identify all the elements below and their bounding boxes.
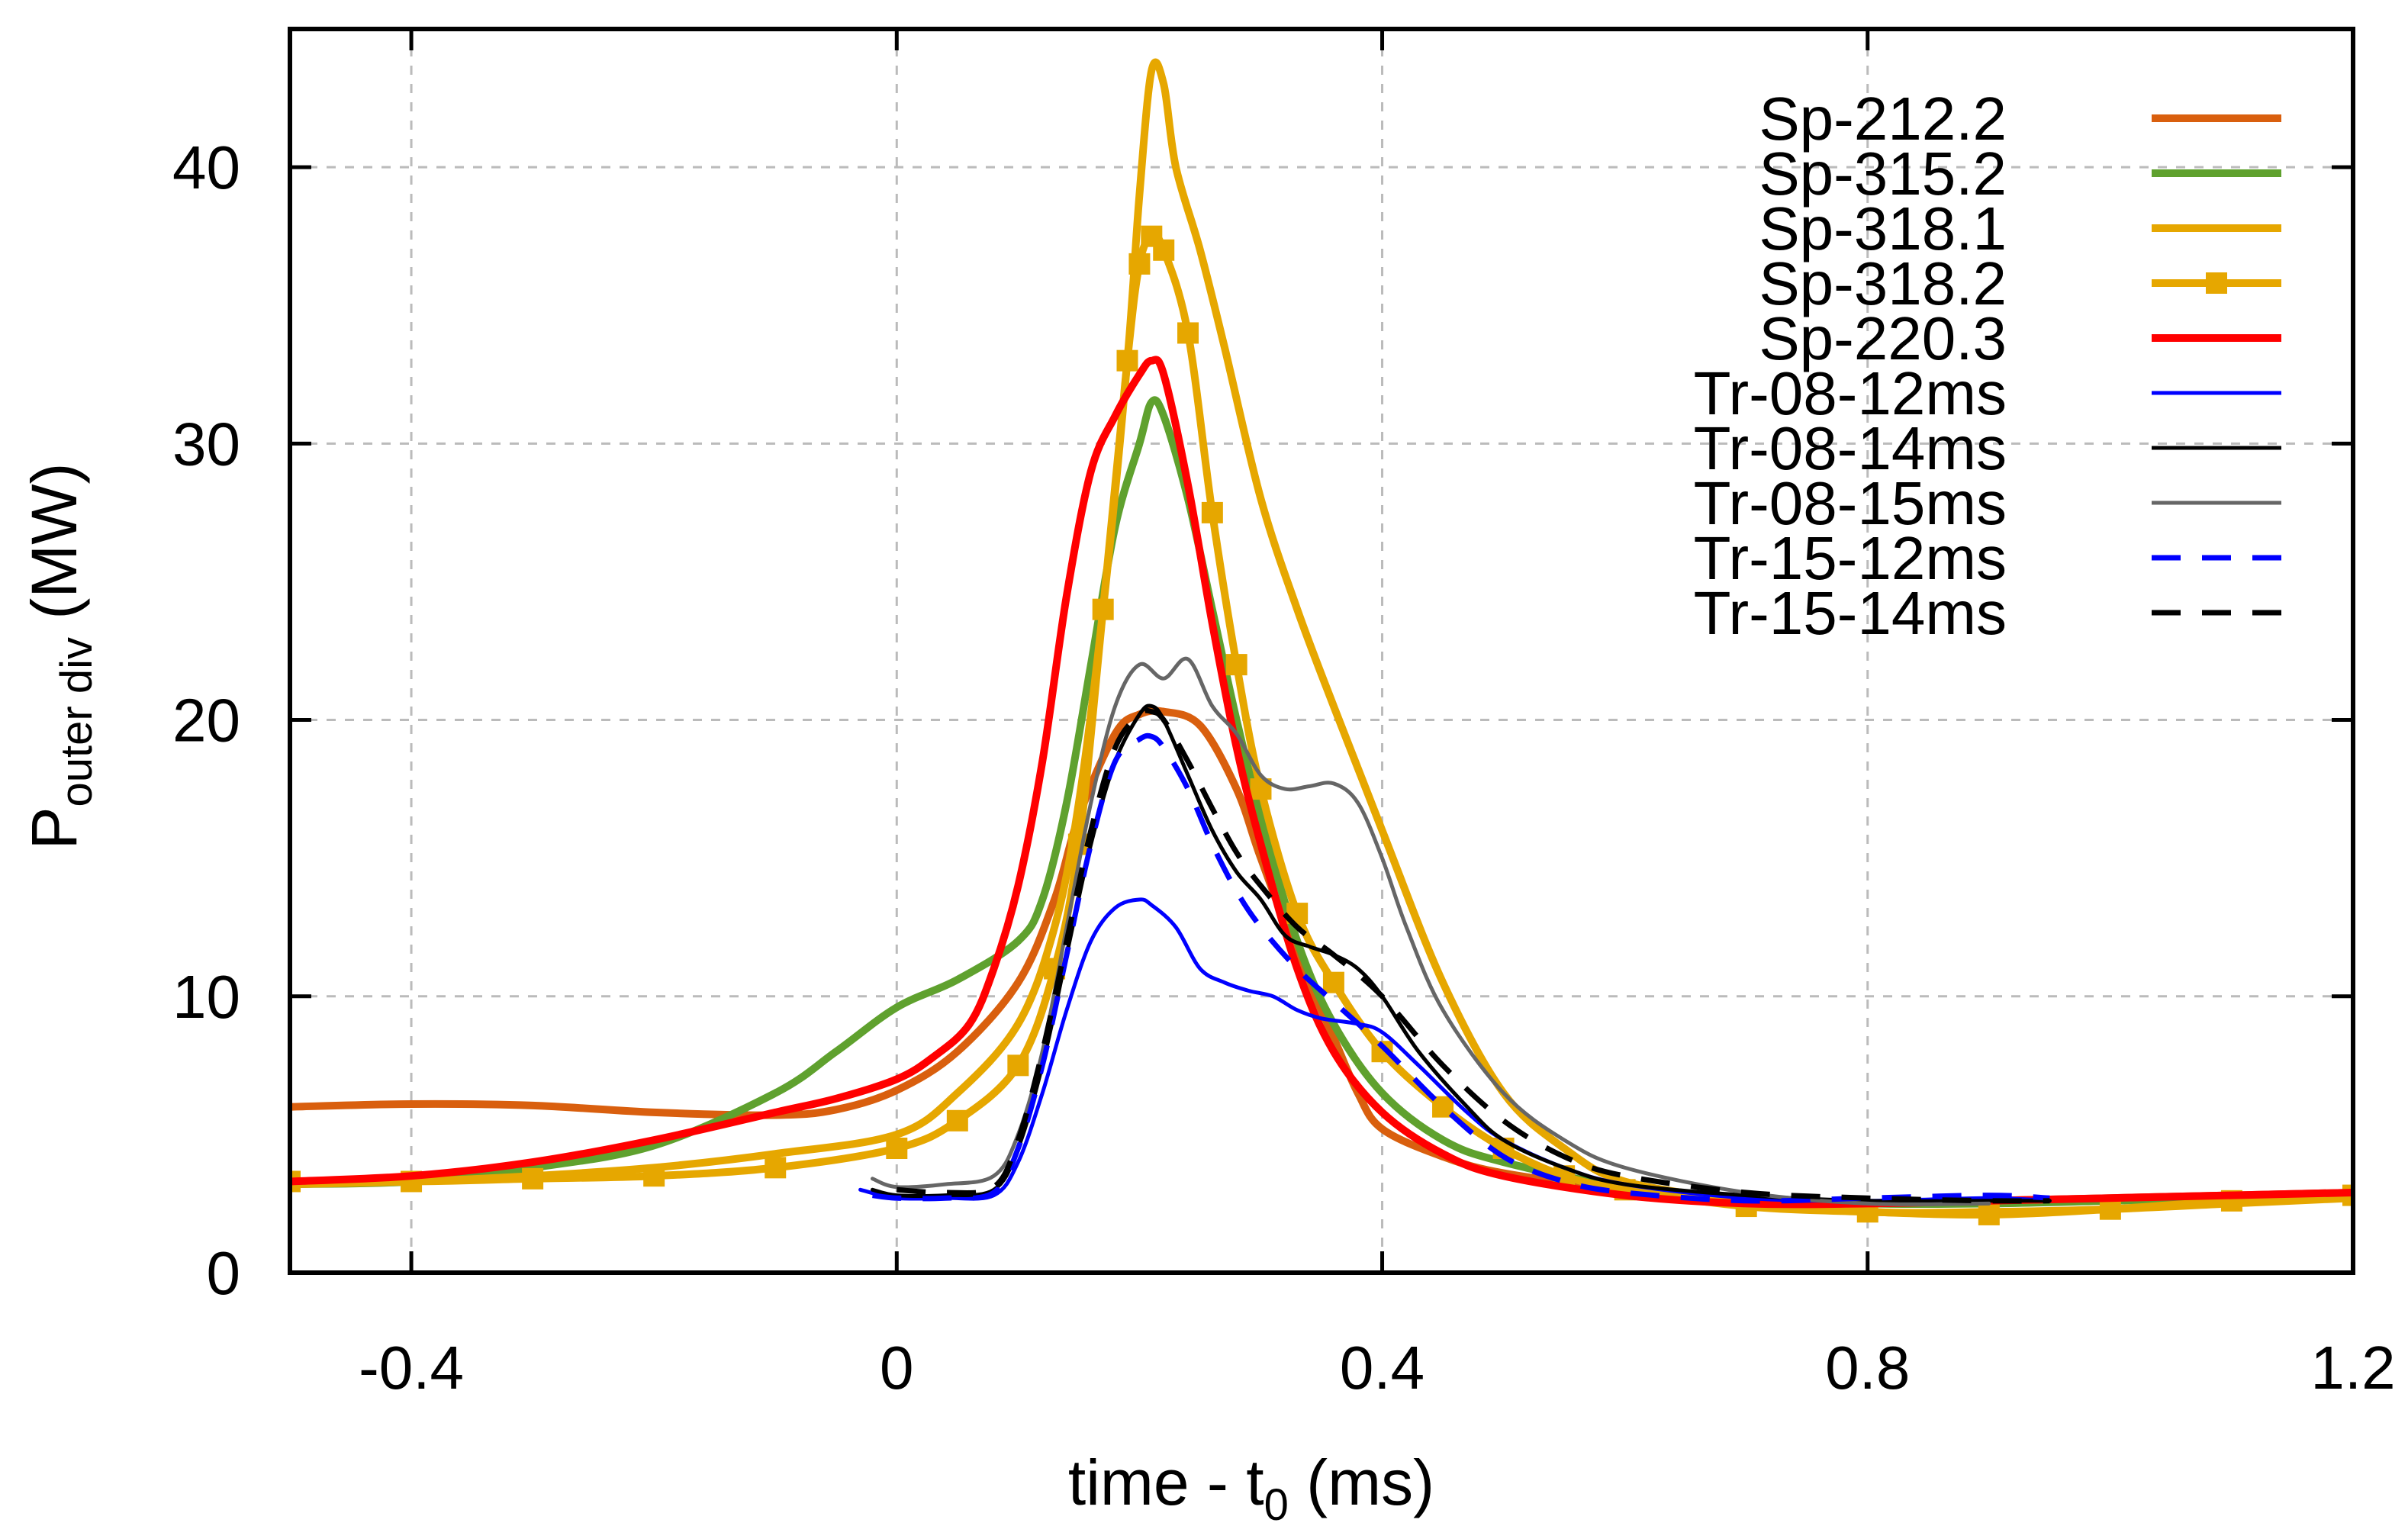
series-marker-sp-318-2	[1201, 501, 1223, 523]
legend-label-tr-15-12ms: Tr-15-12ms	[1694, 524, 2007, 592]
series-marker-sp-318-2	[1116, 349, 1138, 372]
series-marker-sp-318-2	[1007, 1054, 1029, 1077]
series-line-sp-318-2	[290, 231, 2353, 1219]
series-marker-sp-318-2	[1322, 971, 1344, 993]
ticks: -0.4 0 0.4 0.8 1.2 0 10 20 30 40	[172, 29, 2396, 1402]
x-axis-title: time - t0 (ms)	[1068, 1447, 1434, 1526]
legend-label-tr-08-15ms: Tr-08-15ms	[1694, 469, 2007, 537]
x-tick-label: 0	[880, 1334, 914, 1402]
series-marker-sp-318-2	[1225, 654, 1247, 676]
legend-label-sp-315-2: Sp-315.2	[1759, 140, 2007, 208]
series-line-sp-318-1	[290, 58, 2353, 1217]
series-marker-sp-318-2	[1432, 1096, 1454, 1118]
legend-label-sp-318-2: Sp-318.2	[1759, 250, 2007, 317]
y-tick-label: 10	[172, 963, 240, 1031]
legend-label-sp-212-2: Sp-212.2	[1759, 85, 2007, 153]
y-axis-title: Pouter div (MW)	[18, 462, 101, 849]
x-tick-label: 1.2	[2310, 1334, 2395, 1402]
legend-label-sp-318-1: Sp-318.1	[1759, 195, 2007, 262]
grid	[290, 29, 2353, 1273]
y-tick-label: 40	[172, 134, 240, 201]
series-line-tr-08-15ms	[871, 656, 1991, 1207]
y-tick-label: 20	[172, 687, 240, 755]
x-tick-label: -0.4	[359, 1334, 464, 1402]
legend-marker-sp-318-2	[2206, 272, 2227, 294]
series-marker-sp-318-2	[946, 1109, 968, 1132]
y-tick-label: 0	[207, 1239, 241, 1307]
series-marker-sp-318-2	[1978, 1203, 2000, 1225]
legend: Sp-212.2Sp-315.2Sp-318.1Sp-318.2Sp-220.3…	[1694, 85, 2281, 647]
series-marker-sp-318-2	[1153, 239, 1175, 261]
legend-label-tr-15-14ms: Tr-15-14ms	[1694, 579, 2007, 647]
series-line-tr-15-14ms	[897, 707, 2050, 1204]
series-line-sp-315-2	[290, 396, 2353, 1209]
y-tick-label: 30	[172, 410, 240, 478]
series-group	[290, 58, 2353, 1225]
series-marker-sp-318-2	[1177, 322, 1199, 344]
series-marker-sp-318-2	[643, 1165, 665, 1187]
series-marker-sp-318-2	[765, 1157, 787, 1179]
x-tick-label: 0.4	[1340, 1334, 1425, 1402]
legend-label-sp-220-3: Sp-220.3	[1759, 304, 2007, 372]
series-marker-sp-318-2	[1092, 598, 1114, 620]
series-line-sp-220-3	[290, 356, 2353, 1209]
plot-frame	[288, 27, 2355, 1275]
legend-label-tr-08-12ms: Tr-08-12ms	[1694, 359, 2007, 427]
legend-label-tr-08-14ms: Tr-08-14ms	[1694, 414, 2007, 482]
series-marker-sp-318-2	[1128, 253, 1151, 275]
series-line-tr-15-12ms	[872, 732, 2050, 1204]
x-tick-label: 0.8	[1825, 1334, 1910, 1402]
series-marker-sp-318-2	[886, 1138, 908, 1159]
series-marker-sp-318-2	[522, 1167, 544, 1190]
